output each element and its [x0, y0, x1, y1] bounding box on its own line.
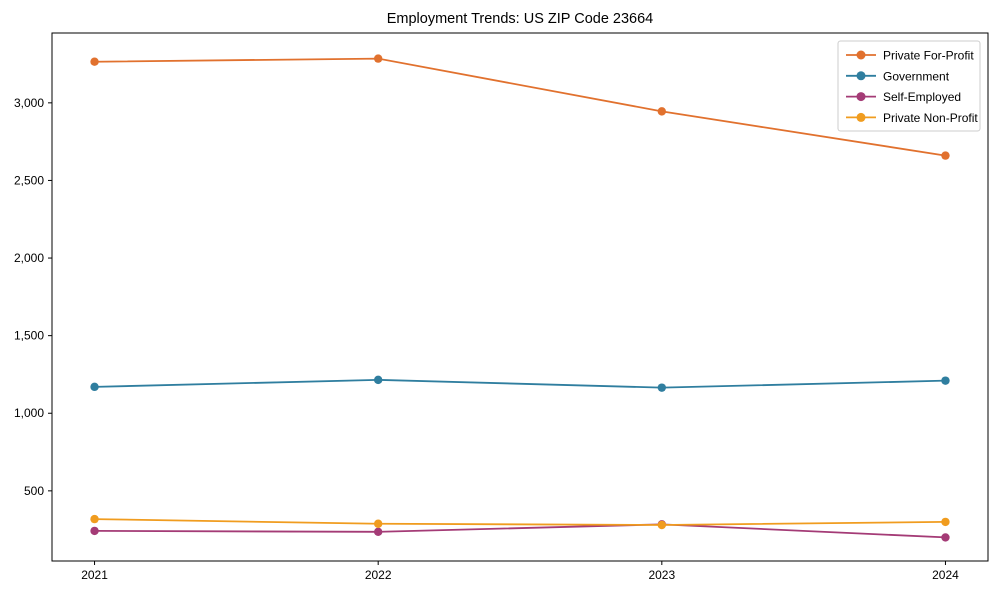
y-tick-label: 3,000	[14, 96, 44, 110]
data-point	[941, 517, 950, 527]
data-point	[941, 376, 950, 385]
plot-area: 500 1,000 1,500 2,000 2,500 3,000 2021 2022 2023…	[14, 32, 989, 582]
legend-box	[837, 40, 981, 132]
data-point	[373, 54, 383, 63]
x-tick-label: 2023	[648, 568, 675, 582]
data-point	[90, 526, 99, 536]
series-line	[94, 378, 946, 389]
series-government	[90, 375, 950, 392]
data-point	[90, 57, 99, 66]
series-private-non-profit	[90, 514, 950, 530]
x-tick-label: 2022	[365, 568, 392, 582]
x-tick-label: 2021	[81, 568, 108, 582]
series-line	[94, 57, 946, 157]
legend-label: Private For-Profit	[883, 49, 974, 63]
legend-marker	[856, 50, 866, 60]
data-point	[373, 375, 383, 385]
data-point	[941, 151, 950, 160]
data-point	[90, 514, 99, 524]
data-point	[90, 382, 99, 392]
legend-marker	[856, 112, 866, 122]
chart-title: Employment Trends: US ZIP Code 23664	[387, 11, 654, 27]
legend-label: Self-Employed	[883, 90, 961, 104]
data-point	[657, 107, 667, 116]
series-private-for-profit	[90, 54, 950, 160]
series-line	[94, 523, 946, 539]
y-tick-label: 2,500	[14, 173, 44, 187]
data-point	[657, 383, 667, 392]
data-point	[941, 533, 950, 542]
x-tick-label: 2024	[932, 568, 959, 582]
legend-marker	[856, 92, 866, 102]
y-tick-label: 2,000	[14, 251, 44, 265]
y-tick-label: 1,000	[14, 406, 44, 420]
legend-marker	[856, 71, 866, 81]
legend: Private For-Profit Government Self-Employe…	[837, 40, 981, 132]
data-point	[373, 527, 383, 537]
data-point	[373, 519, 383, 528]
series-line	[94, 518, 946, 526]
data-point	[657, 520, 667, 530]
plot-border	[51, 32, 989, 562]
y-tick-label: 1,500	[14, 329, 44, 343]
y-tick-label: 500	[24, 484, 44, 498]
legend-label: Private Non-Profit	[883, 111, 978, 125]
legend-label: Government	[883, 69, 950, 83]
